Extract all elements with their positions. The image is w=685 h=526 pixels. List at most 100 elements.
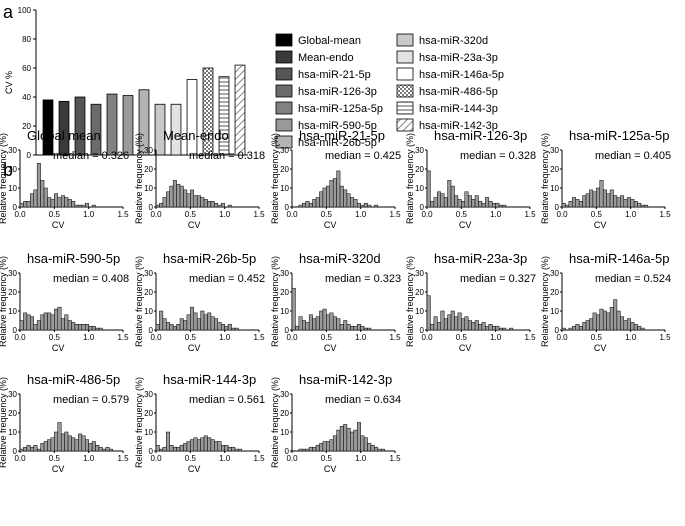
- bar-hsa-miR-26b-5p: [138, 89, 150, 156]
- legend-swatch-hsa-miR-26b-5p: [275, 135, 293, 149]
- histogram-panel: hsa-miR-144-3p median = 0.561 0 10 20 30 0.0 0.…: [134, 372, 265, 474]
- histogram-bar: [50, 437, 55, 452]
- histogram-bar: [190, 439, 195, 452]
- histogram-bar: [568, 201, 573, 208]
- histogram-bar: [200, 437, 205, 452]
- histogram-x-tick-label: 0.5: [591, 333, 603, 342]
- histogram-bar: [623, 320, 628, 331]
- histogram-bar: [78, 204, 83, 208]
- histogram-x-axis-label: CV: [594, 220, 607, 230]
- histogram-bar: [592, 312, 597, 331]
- legend-label: hsa-miR-486-5p: [419, 86, 498, 98]
- legend-swatch-hsa-miR-23a-3p: [396, 50, 414, 64]
- histogram-y-tick-label: 0: [420, 326, 425, 335]
- histogram-bar: [155, 445, 160, 452]
- histogram-bar: [33, 324, 38, 331]
- histogram-bar: [64, 431, 69, 452]
- histogram-bar: [95, 327, 100, 331]
- histogram-y-tick-label: 10: [8, 184, 17, 193]
- histogram-bar: [159, 448, 164, 452]
- histogram-bar: [585, 193, 590, 208]
- histogram-y-axis-label: Relative frequency (%): [134, 377, 144, 468]
- histogram-bar: [343, 189, 348, 208]
- histogram-bar: [353, 429, 358, 452]
- histogram-bar: [210, 201, 215, 208]
- legend-label: Global-mean: [298, 35, 361, 47]
- legend-swatch-hsa-miR-320d: [396, 33, 414, 47]
- panel-label-a: a: [3, 2, 14, 22]
- bar-y-tick-label: 40: [22, 93, 31, 102]
- histogram-x-tick-label: 1.0: [625, 333, 637, 342]
- histogram-x-tick-label: 1.0: [355, 333, 367, 342]
- histogram-bar: [169, 445, 174, 452]
- histogram-bar: [319, 443, 324, 452]
- histogram-bar: [343, 320, 348, 331]
- histogram-bar: [356, 324, 361, 331]
- histogram-bar: [64, 197, 69, 208]
- histogram-bar: [450, 185, 455, 208]
- histogram-bar: [613, 299, 618, 331]
- histogram-y-tick-label: 10: [8, 428, 17, 437]
- histogram-bar: [196, 318, 201, 331]
- histogram-bar: [162, 318, 167, 331]
- histogram-bar: [54, 193, 59, 208]
- histogram-bar: [315, 316, 320, 331]
- histogram-title: hsa-miR-142-3p: [299, 372, 392, 387]
- histogram-y-axis-label: Relative frequency (%): [0, 256, 8, 347]
- histogram-x-tick-label: 1.5: [389, 454, 401, 463]
- histogram-y-tick-label: 0: [285, 447, 290, 456]
- histogram-x-tick-label: 0.5: [185, 210, 197, 219]
- legend-label: hsa-miR-146a-5p: [419, 69, 504, 81]
- histogram-median: median = 0.408: [53, 273, 129, 285]
- legend-swatch-hsa-miR-21-5p: [275, 67, 293, 81]
- legend-label: hsa-miR-590-5p: [298, 120, 377, 132]
- histogram-bar: [98, 327, 103, 331]
- histogram-bar: [502, 327, 507, 331]
- histogram-bar: [474, 195, 479, 208]
- histogram-bar: [471, 199, 476, 208]
- histogram-bar: [33, 189, 38, 208]
- histogram-y-tick-label: 10: [280, 184, 289, 193]
- histogram-bar: [575, 324, 580, 331]
- histogram-panel: hsa-miR-21-5p median = 0.425 0 10 20 30 0.0 0.5…: [270, 128, 401, 230]
- histogram-panel: hsa-miR-320d median = 0.323 0 10 20 30 0.0 0.5 1…: [270, 251, 401, 353]
- histogram-bar: [224, 325, 229, 331]
- histogram-y-tick-label: 0: [420, 203, 425, 212]
- histogram-bar: [343, 424, 348, 452]
- histogram-x-tick-label: 1.0: [355, 454, 367, 463]
- histogram-bar: [502, 204, 507, 208]
- legend-label: hsa-miR-21-5p: [298, 69, 371, 81]
- legend-swatch-hsa-miR-146a-5p: [396, 67, 414, 81]
- histogram-bar: [363, 327, 368, 331]
- histogram-bar: [172, 446, 177, 452]
- histogram-bar: [47, 439, 52, 452]
- bar-hsa-miR-486-5p: [202, 67, 214, 156]
- bar-hsa-miR-23a-3p: [170, 103, 182, 156]
- histogram-bar: [633, 324, 638, 331]
- histogram-bar: [346, 193, 351, 208]
- histogram-bar: [162, 446, 167, 452]
- histogram-bar: [602, 189, 607, 208]
- histogram-x-tick-label: 1.0: [219, 454, 231, 463]
- histogram-bar: [295, 325, 300, 331]
- histogram-bar: [609, 189, 614, 208]
- histogram-bar: [308, 202, 313, 208]
- histogram-x-tick-label: 0.5: [456, 210, 468, 219]
- histogram-bar: [478, 201, 483, 208]
- histogram-bar: [40, 314, 45, 331]
- histogram-y-tick-label: 20: [144, 165, 153, 174]
- histogram-bar: [71, 322, 76, 331]
- histogram-bar: [19, 320, 24, 331]
- histogram-y-axis-label: Relative frequency (%): [0, 377, 8, 468]
- histogram-x-axis-label: CV: [52, 343, 65, 353]
- histogram-bar: [30, 193, 34, 208]
- histogram-bar: [88, 325, 93, 331]
- histogram-bar: [84, 202, 89, 208]
- histogram-panel: Global mean median = 0.326 0 10 20 30 0.0 0.5 1.…: [0, 128, 129, 230]
- legend-swatch-Global-mean: [275, 33, 293, 47]
- histogram-y-tick-label: 10: [8, 307, 17, 316]
- histogram-bar: [350, 325, 355, 331]
- histogram-bar: [200, 310, 205, 331]
- histogram-x-tick-label: 0.0: [14, 454, 26, 463]
- histogram-bar: [298, 316, 303, 331]
